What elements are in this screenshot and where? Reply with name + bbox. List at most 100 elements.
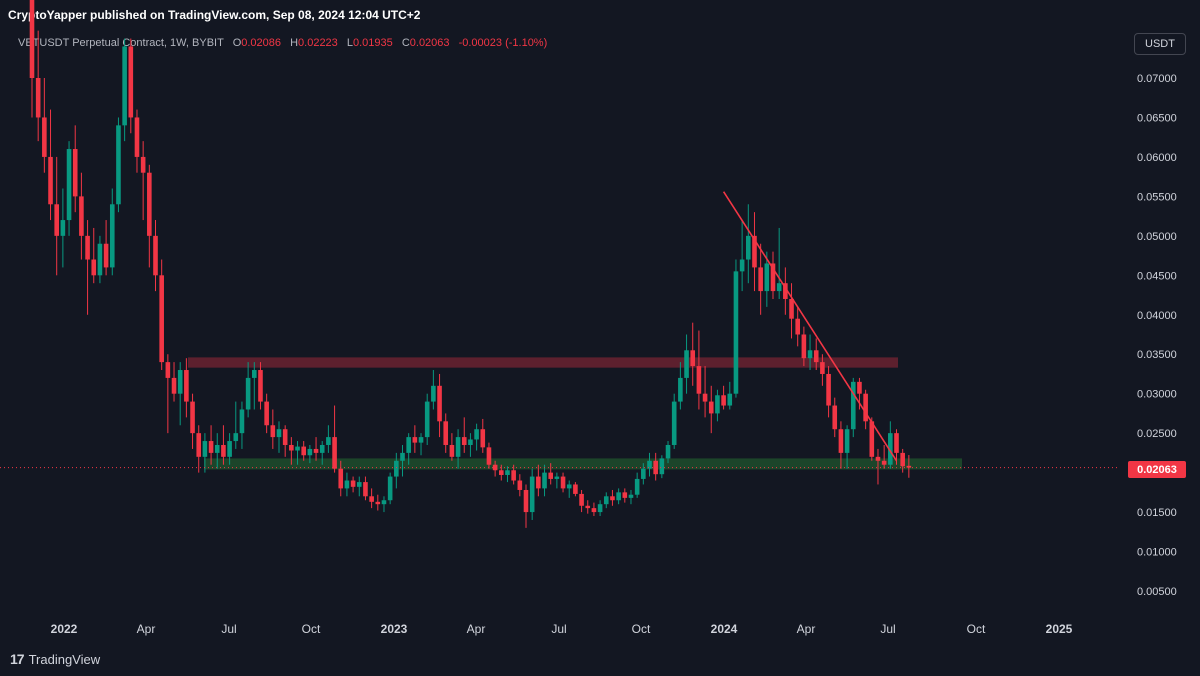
time-tick-label: 2025 bbox=[1046, 622, 1073, 636]
candle bbox=[29, 0, 35, 118]
candle bbox=[338, 460, 344, 497]
candle bbox=[733, 259, 739, 398]
candle-body bbox=[881, 460, 887, 465]
tradingview-brand[interactable]: 17 TradingView bbox=[10, 651, 100, 667]
candle-body bbox=[634, 478, 640, 495]
candle bbox=[313, 437, 319, 461]
candle bbox=[863, 389, 868, 430]
candle-body bbox=[344, 480, 350, 489]
candle-body bbox=[850, 381, 856, 430]
candle bbox=[554, 472, 560, 489]
candle-body bbox=[252, 370, 257, 378]
candle bbox=[628, 489, 634, 505]
candle-body bbox=[517, 480, 523, 490]
price-tick-label: 0.01000 bbox=[1137, 547, 1177, 559]
candle-body bbox=[54, 204, 59, 236]
candle-body bbox=[412, 437, 418, 443]
candle bbox=[795, 306, 800, 347]
candle bbox=[560, 472, 566, 493]
candle bbox=[702, 366, 708, 418]
candle-body bbox=[690, 350, 696, 367]
price-tick-label: 0.04000 bbox=[1137, 310, 1177, 322]
price-tick-label: 0.04500 bbox=[1137, 270, 1177, 282]
candle bbox=[165, 354, 171, 434]
candle-body bbox=[147, 172, 152, 236]
candle-body bbox=[523, 489, 529, 513]
candle bbox=[461, 417, 467, 453]
candle-body bbox=[319, 444, 325, 453]
candle bbox=[474, 423, 479, 451]
candle-body bbox=[715, 395, 720, 414]
price-tick-label: 0.06000 bbox=[1137, 152, 1177, 164]
candle bbox=[208, 425, 214, 465]
candle-body bbox=[85, 235, 90, 260]
symbol-name[interactable]: VETUSDT Perpetual Contract, 1W, BYBIT bbox=[18, 37, 224, 49]
candle bbox=[900, 448, 905, 473]
time-tick-label: Jul bbox=[551, 622, 566, 636]
candle-body bbox=[758, 267, 763, 292]
candle bbox=[789, 283, 794, 339]
candle bbox=[579, 489, 584, 513]
candle bbox=[523, 484, 529, 528]
candle bbox=[449, 433, 455, 461]
candle-body bbox=[776, 283, 782, 292]
candle-body bbox=[221, 444, 226, 457]
candle-body bbox=[801, 334, 807, 359]
candle-body bbox=[795, 318, 800, 335]
trendline bbox=[722, 191, 898, 462]
candle bbox=[684, 334, 689, 394]
candle bbox=[431, 370, 436, 410]
candle-body bbox=[332, 437, 337, 469]
candle bbox=[764, 251, 770, 307]
candle-body bbox=[109, 204, 115, 268]
candle-body bbox=[647, 460, 652, 469]
candle bbox=[356, 476, 362, 497]
candle-body bbox=[665, 444, 671, 459]
candle-body bbox=[628, 494, 634, 498]
candle bbox=[832, 397, 838, 438]
candle-body bbox=[573, 484, 578, 494]
high-label: H bbox=[290, 37, 299, 49]
candle-body bbox=[678, 377, 683, 402]
candle bbox=[245, 362, 251, 418]
candle bbox=[214, 433, 220, 469]
candle-body bbox=[542, 472, 547, 489]
top-bar bbox=[0, 0, 1200, 30]
candle-body bbox=[499, 470, 504, 475]
candle-body bbox=[424, 401, 430, 438]
price-tick-label: 0.00500 bbox=[1137, 586, 1177, 598]
candle-body bbox=[406, 437, 411, 453]
candle bbox=[770, 251, 776, 299]
close-label: C bbox=[401, 37, 410, 49]
candle-body bbox=[227, 441, 232, 457]
candle bbox=[128, 38, 134, 134]
candle bbox=[480, 418, 486, 453]
candle-body bbox=[375, 501, 381, 505]
candle bbox=[350, 476, 356, 493]
candle-body bbox=[202, 441, 208, 457]
candle bbox=[233, 401, 239, 449]
price-tick-label: 0.05000 bbox=[1137, 231, 1177, 243]
candle bbox=[363, 476, 368, 501]
price-tick-label: 0.03500 bbox=[1137, 349, 1177, 361]
candle-body bbox=[807, 350, 813, 359]
candle bbox=[66, 141, 72, 236]
candle-body bbox=[684, 350, 689, 378]
candle bbox=[499, 464, 504, 481]
candle bbox=[844, 425, 850, 469]
candle-body bbox=[653, 460, 658, 475]
candle bbox=[486, 442, 492, 469]
candle bbox=[665, 441, 671, 464]
candle-body bbox=[270, 425, 276, 438]
candle-body bbox=[338, 468, 344, 489]
candle-body bbox=[696, 366, 702, 394]
candle bbox=[109, 188, 115, 276]
candle bbox=[820, 354, 825, 386]
candle bbox=[177, 362, 183, 426]
candle bbox=[332, 405, 337, 473]
candle bbox=[529, 468, 535, 520]
candle bbox=[159, 259, 164, 371]
quote-currency-button[interactable]: USDT bbox=[1134, 33, 1186, 55]
candle bbox=[727, 381, 733, 410]
